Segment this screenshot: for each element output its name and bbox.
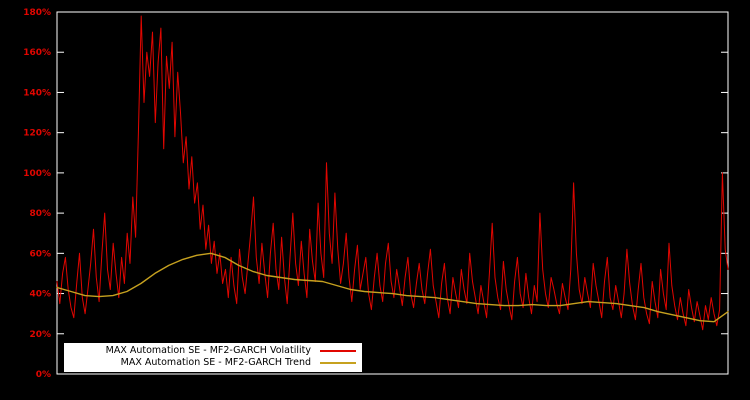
legend-line-sample-volatility [320,350,356,352]
svg-text:140%: 140% [23,88,51,98]
svg-text:180%: 180% [23,8,51,18]
svg-text:20%: 20% [29,330,51,340]
svg-text:120%: 120% [23,129,51,139]
legend-label-volatility: MAX Automation SE - MF2-GARCH Volatility [105,345,311,356]
legend-line-sample-trend [320,362,356,364]
svg-text:60%: 60% [29,249,51,259]
svg-text:40%: 40% [29,290,51,300]
legend-label-trend: MAX Automation SE - MF2-GARCH Trend [120,357,311,368]
svg-text:160%: 160% [23,48,51,58]
svg-text:0%: 0% [36,370,51,380]
legend-item-trend: MAX Automation SE - MF2-GARCH Trend [70,357,356,369]
legend: MAX Automation SE - MF2-GARCH Volatility… [64,343,362,372]
svg-text:80%: 80% [29,209,51,219]
legend-item-volatility: MAX Automation SE - MF2-GARCH Volatility [70,345,356,357]
svg-text:100%: 100% [23,169,51,179]
